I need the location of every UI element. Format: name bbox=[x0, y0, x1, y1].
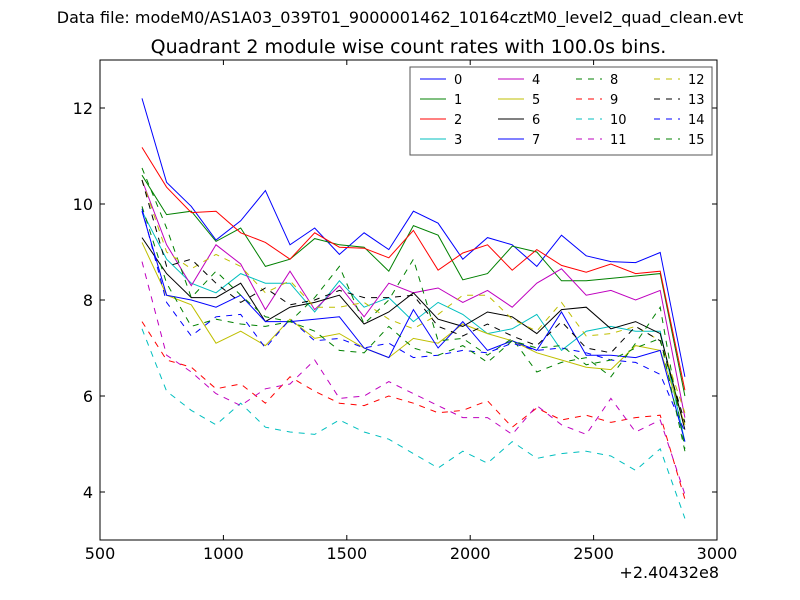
y-tick-label: 10 bbox=[73, 195, 93, 214]
legend-label-0: 0 bbox=[454, 73, 462, 88]
legend-label-5: 5 bbox=[532, 93, 540, 108]
series-line-1 bbox=[141, 174, 686, 397]
legend-label-9: 9 bbox=[610, 93, 618, 108]
y-tick-label: 4 bbox=[83, 483, 93, 502]
series-line-12 bbox=[141, 179, 686, 413]
legend-label-14: 14 bbox=[688, 113, 705, 128]
series-line-15 bbox=[141, 206, 686, 452]
series-line-13 bbox=[141, 179, 686, 423]
x-tick-label: 1500 bbox=[326, 544, 367, 563]
y-tick-label: 12 bbox=[73, 99, 93, 118]
figure-suptitle: Data file: modeM0/AS1A03_039T01_90000014… bbox=[56, 8, 744, 27]
legend-label-7: 7 bbox=[532, 133, 540, 148]
x-tick-label: 3000 bbox=[697, 544, 738, 563]
x-tick-label: 500 bbox=[85, 544, 116, 563]
legend-label-12: 12 bbox=[688, 73, 705, 88]
legend-label-8: 8 bbox=[610, 73, 618, 88]
x-tick-label: 1000 bbox=[203, 544, 244, 563]
series-line-11 bbox=[141, 261, 686, 495]
legend-label-11: 11 bbox=[610, 133, 627, 148]
y-tick-label: 6 bbox=[83, 387, 93, 406]
series-line-6 bbox=[141, 237, 686, 430]
legend-label-4: 4 bbox=[532, 73, 540, 88]
y-tick-label: 8 bbox=[83, 291, 93, 310]
legend-label-2: 2 bbox=[454, 113, 462, 128]
series-line-0 bbox=[141, 98, 686, 377]
series-line-7 bbox=[141, 211, 686, 442]
series-line-9 bbox=[141, 321, 686, 500]
series-line-10 bbox=[141, 328, 686, 519]
legend-label-1: 1 bbox=[454, 93, 462, 108]
series-line-14 bbox=[141, 208, 686, 433]
series-line-2 bbox=[141, 147, 686, 391]
x-tick-label: 2500 bbox=[573, 544, 614, 563]
legend-label-10: 10 bbox=[610, 113, 627, 128]
legend-label-3: 3 bbox=[454, 133, 462, 148]
x-tick-label: 2000 bbox=[450, 544, 491, 563]
legend-box bbox=[409, 66, 713, 156]
series-line-5 bbox=[141, 242, 686, 425]
chart-title: Quadrant 2 module wise count rates with … bbox=[150, 36, 667, 58]
series-line-4 bbox=[141, 179, 686, 418]
series-line-3 bbox=[141, 210, 686, 442]
series-layer bbox=[141, 98, 686, 519]
legend-label-15: 15 bbox=[688, 133, 705, 148]
legend-label-13: 13 bbox=[688, 93, 705, 108]
x-offset-label: +2.40432e8 bbox=[619, 563, 719, 582]
legend-label-6: 6 bbox=[532, 113, 540, 128]
series-line-8 bbox=[141, 167, 686, 449]
